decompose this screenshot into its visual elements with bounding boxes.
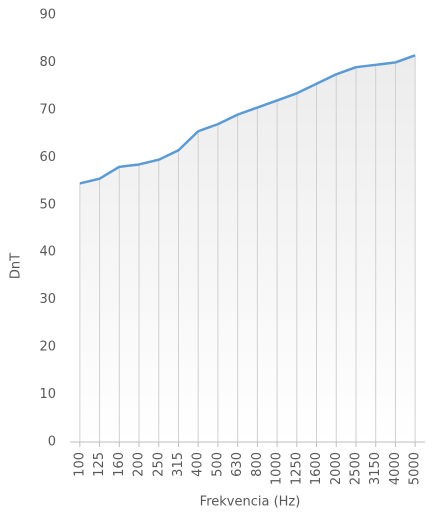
y-tick-label: 50 [39, 197, 56, 212]
x-axis-title: Frekvencia (Hz) [200, 495, 301, 510]
y-axis-title: DnT [9, 253, 24, 279]
x-tick-label: 125 [92, 452, 107, 477]
x-tick-label: 4000 [388, 452, 403, 485]
y-tick-label: 0 [48, 435, 56, 450]
x-tick-label: 1250 [289, 452, 304, 485]
x-tick-label: 160 [112, 452, 127, 477]
x-tick-label: 3150 [368, 452, 383, 485]
x-tick-label: 250 [151, 452, 166, 477]
x-tick-label: 315 [171, 452, 186, 477]
x-tick-label: 800 [250, 452, 265, 477]
x-tick-label: 5000 [408, 452, 423, 485]
y-tick-label: 10 [39, 387, 56, 402]
x-tick-label: 2500 [348, 452, 363, 485]
series-line [79, 54, 416, 185]
x-tick-label: 500 [210, 452, 225, 477]
y-tick-label: 80 [39, 55, 56, 70]
x-tick-label: 2000 [329, 452, 344, 485]
y-tick-label: 70 [39, 102, 56, 117]
y-tick-label: 60 [39, 150, 56, 165]
x-tick-label: 200 [132, 452, 147, 477]
y-tick-label: 90 [39, 8, 56, 23]
x-tick-label: 100 [72, 452, 87, 477]
x-tick-label: 630 [230, 452, 245, 477]
y-tick-label: 20 [39, 340, 56, 355]
y-tick-label: 40 [39, 245, 56, 260]
y-tick-label: 30 [39, 292, 56, 307]
x-tick-label: 400 [191, 452, 206, 477]
x-tick-label: 1000 [270, 452, 285, 485]
area-fill [79, 55, 416, 442]
x-tick-label: 1600 [309, 452, 324, 485]
